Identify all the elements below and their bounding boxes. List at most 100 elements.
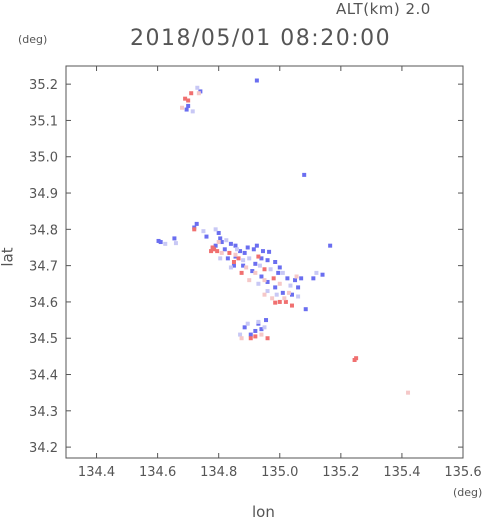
data-point-blue: [253, 328, 258, 333]
data-point-red: [183, 96, 188, 101]
data-point-blue: [225, 256, 230, 261]
y-tick-label: 35.0: [29, 151, 58, 166]
data-point-red: [231, 260, 236, 264]
data-point-pale-red: [282, 296, 287, 301]
data-point-pale-blue: [218, 256, 223, 261]
data-point-blue: [254, 78, 259, 83]
y-tick-label: 34.4: [29, 369, 58, 384]
data-point-pale-red: [262, 278, 267, 283]
data-point-blue: [276, 270, 281, 275]
data-point-blue: [289, 292, 294, 297]
data-point-blue: [242, 250, 247, 255]
y-tick-label: 34.2: [29, 441, 58, 456]
x-axis-unit: (deg): [453, 486, 483, 499]
data-point-pale-blue: [163, 241, 168, 246]
x-tick-label: 135.6: [444, 465, 481, 480]
data-point-pale-blue: [314, 270, 319, 275]
data-point-pale-blue: [288, 283, 293, 288]
data-point-pale-blue: [262, 325, 267, 330]
data-point-blue: [254, 243, 259, 248]
data-point-blue: [219, 240, 224, 245]
data-point-blue: [267, 249, 272, 254]
data-point-blue: [265, 279, 270, 284]
data-point-blue: [184, 107, 189, 112]
x-tick-label: 135.2: [322, 465, 359, 480]
data-point-blue: [216, 230, 221, 235]
data-point-red: [248, 336, 253, 341]
data-point-red: [239, 270, 244, 275]
data-point-blue: [260, 249, 265, 254]
data-point-pale-red: [294, 274, 299, 279]
data-point-pale-blue: [265, 289, 270, 294]
data-point-blue: [280, 290, 285, 295]
data-point-blue: [273, 285, 278, 290]
data-point-red: [209, 249, 214, 254]
data-point-pale-blue: [213, 227, 218, 232]
x-tick-label: 134.8: [200, 465, 237, 480]
y-tick-label: 34.8: [29, 223, 58, 238]
data-point-pale-red: [180, 105, 185, 110]
data-point-blue: [218, 236, 223, 241]
data-point-blue: [253, 261, 258, 266]
data-point-pale-blue: [195, 85, 200, 90]
data-point-blue: [248, 332, 253, 337]
plot-frame: [65, 65, 464, 459]
data-point-pale-blue: [256, 281, 261, 286]
data-point-blue: [186, 103, 191, 108]
data-point-blue: [250, 269, 255, 274]
data-point-pale-red: [247, 278, 252, 283]
data-point-pale-blue: [280, 270, 285, 275]
data-point-blue: [285, 276, 290, 281]
data-point-red: [186, 98, 191, 103]
data-point-blue: [172, 236, 177, 241]
data-marks: [156, 78, 411, 395]
data-point-blue: [222, 247, 227, 252]
y-tick-label: 35.1: [29, 114, 58, 129]
y-tick-label: 34.7: [29, 260, 58, 275]
data-point-blue: [265, 258, 270, 263]
y-axis-unit: (deg): [18, 33, 48, 46]
altitude-label: ALT(km) 2.0: [336, 0, 431, 18]
y-axis: 34.2 34.3 34.4 34.5 34.6 34.7 34.8 34.9 35.0 35.1…: [29, 78, 463, 456]
data-point-pale-red: [262, 292, 267, 297]
data-point-blue: [293, 278, 298, 283]
data-point-pale-blue: [238, 332, 243, 337]
data-point-pale-blue: [201, 229, 206, 234]
data-point-blue: [311, 276, 316, 281]
data-point-pale-blue: [257, 263, 262, 268]
x-tick-label: 134.6: [139, 465, 176, 480]
data-point-blue: [156, 238, 161, 243]
data-point-blue: [259, 327, 264, 332]
data-point-blue: [158, 240, 163, 245]
data-point-blue: [328, 243, 333, 248]
data-point-blue: [228, 241, 233, 246]
data-point-blue: [213, 243, 218, 248]
data-point-pale-blue: [241, 258, 246, 263]
x-tick-label: 135.4: [383, 465, 420, 480]
data-point-red: [354, 356, 359, 361]
y-tick-label: 34.9: [29, 187, 58, 202]
data-point-blue: [296, 285, 301, 290]
data-point-blue: [277, 265, 282, 270]
data-point-blue: [303, 307, 308, 312]
data-point-pale-blue: [173, 241, 178, 246]
data-point-blue: [302, 172, 307, 177]
x-axis-title: lon: [252, 503, 275, 521]
data-point-red: [253, 334, 258, 339]
data-point-pale-red: [259, 332, 264, 337]
data-point-pale-blue: [224, 238, 229, 243]
data-point-red: [283, 299, 288, 304]
data-point-red: [189, 91, 194, 96]
data-point-pale-blue: [296, 294, 301, 299]
data-point-pale-red: [406, 390, 411, 395]
data-point-blue: [299, 276, 304, 281]
y-tick-label: 35.2: [29, 78, 58, 93]
data-point-blue: [251, 247, 256, 252]
data-point-blue: [238, 249, 243, 254]
data-point-red: [265, 336, 270, 341]
x-axis: 134.4 134.6 134.8 135.0 135.2 135.4 135.6: [78, 66, 482, 480]
data-point-pale-red: [239, 336, 244, 341]
data-point-blue: [259, 256, 264, 261]
data-point-blue: [194, 221, 199, 226]
